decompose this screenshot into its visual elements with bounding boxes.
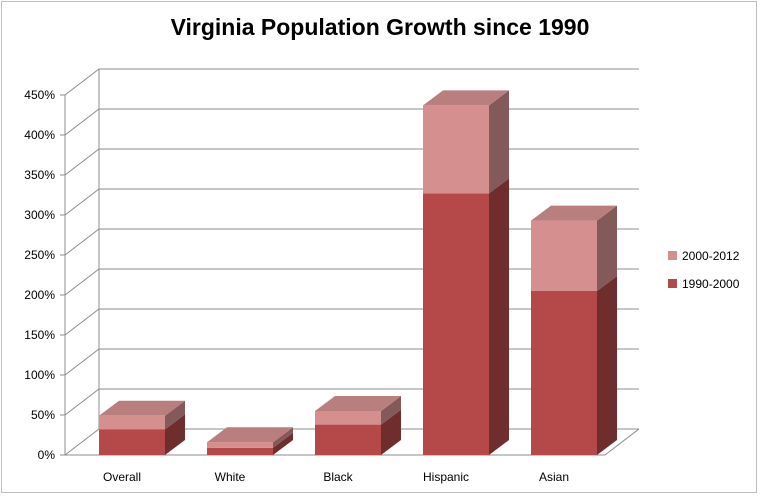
y-tick-label: 100% bbox=[24, 368, 55, 382]
bar-segment bbox=[99, 415, 165, 430]
y-tick-label: 450% bbox=[24, 88, 55, 102]
gridline bbox=[64, 148, 639, 176]
x-tick-label: Overall bbox=[103, 470, 141, 484]
x-tick-label: Black bbox=[323, 470, 353, 484]
bar-stack bbox=[207, 427, 293, 455]
x-axis-ticks: Overall White Black Hispanic Asian bbox=[103, 470, 569, 484]
bar-segment bbox=[315, 411, 381, 425]
y-tick-label: 50% bbox=[31, 408, 55, 422]
bar-segment-side bbox=[597, 205, 617, 291]
y-tick-label: 350% bbox=[24, 168, 55, 182]
legend-label: 2000-2012 bbox=[682, 249, 740, 263]
bar-segment-side bbox=[165, 400, 185, 430]
bar-top bbox=[423, 90, 509, 106]
bar-segment-side bbox=[489, 178, 509, 455]
bar-segment bbox=[99, 429, 165, 455]
legend-swatch bbox=[668, 251, 677, 260]
bar-segment-side bbox=[381, 409, 401, 455]
bar-top bbox=[531, 205, 617, 221]
x-tick-label: White bbox=[215, 470, 246, 484]
x-tick-label: Asian bbox=[539, 470, 569, 484]
y-tick-label: 0% bbox=[38, 448, 56, 462]
gridline bbox=[64, 108, 639, 136]
gridline bbox=[64, 68, 639, 96]
bar-stack bbox=[531, 205, 617, 455]
legend-swatch bbox=[668, 279, 677, 288]
bar-segment bbox=[531, 220, 597, 291]
bar-stack bbox=[99, 400, 185, 455]
bar-top bbox=[99, 400, 185, 416]
bar-segment-side bbox=[381, 396, 401, 425]
bar-segment bbox=[423, 105, 489, 194]
bar-segment bbox=[207, 447, 273, 455]
y-tick-label: 150% bbox=[24, 328, 55, 342]
bar-segment-side bbox=[273, 432, 293, 455]
y-tick-label: 250% bbox=[24, 248, 55, 262]
bar-stack bbox=[423, 90, 509, 455]
legend: 2000-2012 1990-2000 bbox=[668, 249, 740, 291]
y-axis-ticks: 0% 50% 100% 150% 200% 250% 300% 350% 400% 450% bbox=[24, 88, 65, 462]
bar-segment bbox=[315, 424, 381, 455]
bar-top bbox=[315, 396, 401, 411]
y-tick-label: 200% bbox=[24, 288, 55, 302]
bar-segment-side bbox=[273, 427, 293, 448]
bar-segment-side bbox=[165, 414, 185, 455]
legend-label: 1990-2000 bbox=[682, 277, 740, 291]
bar-segment bbox=[207, 442, 273, 448]
bar-segment bbox=[531, 291, 597, 455]
bars bbox=[99, 90, 617, 455]
chart-title: Virginia Population Growth since 1990 bbox=[170, 14, 590, 40]
y-tick-label: 400% bbox=[24, 128, 55, 142]
x-tick-label: Hispanic bbox=[423, 470, 469, 484]
bar-segment-side bbox=[489, 90, 509, 194]
bar-stack bbox=[315, 396, 401, 455]
y-tick-label: 300% bbox=[24, 208, 55, 222]
bar-segment-side bbox=[597, 276, 617, 455]
bar-segment bbox=[423, 193, 489, 455]
bar-top bbox=[207, 427, 293, 443]
